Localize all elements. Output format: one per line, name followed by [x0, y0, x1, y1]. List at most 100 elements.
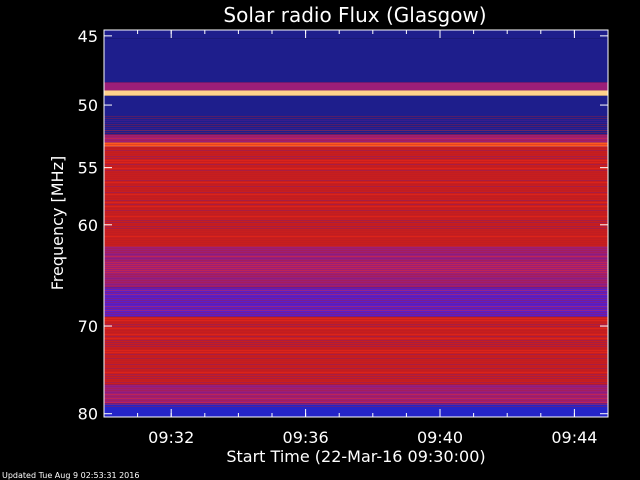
heatmap-texture	[104, 292, 608, 293]
heatmap-texture	[104, 192, 608, 193]
heatmap-texture	[104, 220, 608, 221]
heatmap-texture	[104, 374, 608, 375]
heatmap-texture	[104, 328, 608, 329]
heatmap-texture	[104, 150, 608, 151]
heatmap-texture	[104, 224, 608, 225]
heatmap-band	[104, 287, 608, 317]
heatmap-band	[104, 403, 608, 417]
update-timestamp: Updated Tue Aug 9 02:53:31 2016	[2, 471, 140, 480]
heatmap-texture	[104, 142, 608, 143]
heatmap-texture	[104, 370, 608, 371]
heatmap-texture	[104, 396, 608, 397]
heatmap-texture	[104, 360, 608, 361]
heatmap-texture	[104, 166, 608, 167]
heatmap-area	[104, 30, 608, 417]
heatmap-texture	[104, 358, 608, 359]
heatmap-texture	[104, 274, 608, 275]
heatmap-texture	[104, 204, 608, 205]
heatmap-texture	[104, 352, 608, 353]
heatmap-texture	[104, 258, 608, 259]
heatmap-band	[104, 142, 608, 148]
y-tick-label: 45	[78, 27, 98, 46]
heatmap-texture	[104, 284, 608, 285]
heatmap-texture	[104, 294, 608, 295]
heatmap-texture	[104, 270, 608, 271]
heatmap-texture	[104, 404, 608, 405]
heatmap-texture	[104, 306, 608, 307]
heatmap-texture	[104, 286, 608, 287]
heatmap-texture	[104, 378, 608, 379]
heatmap-texture	[104, 226, 608, 227]
heatmap-texture	[104, 400, 608, 401]
heatmap-band	[104, 147, 608, 247]
heatmap-texture	[104, 320, 608, 321]
heatmap-texture	[104, 330, 608, 331]
heatmap-texture	[104, 120, 608, 121]
heatmap-texture	[104, 174, 608, 175]
heatmap-texture	[104, 302, 608, 303]
heatmap-texture	[104, 362, 608, 363]
x-tick-label: 09:36	[283, 428, 329, 447]
heatmap-texture	[104, 298, 608, 299]
heatmap-texture	[104, 280, 608, 281]
heatmap-texture	[104, 350, 608, 351]
heatmap-texture	[104, 230, 608, 231]
heatmap-texture	[104, 244, 608, 245]
heatmap-texture	[104, 200, 608, 201]
heatmap-texture	[104, 160, 608, 161]
heatmap-texture	[104, 348, 608, 349]
heatmap-texture	[104, 136, 608, 137]
heatmap-texture	[104, 312, 608, 313]
heatmap-texture	[104, 314, 608, 315]
heatmap-texture	[104, 194, 608, 195]
heatmap-texture	[104, 128, 608, 129]
heatmap-texture	[104, 406, 608, 407]
y-tick-label: 50	[78, 96, 98, 115]
heatmap-texture	[104, 176, 608, 177]
heatmap-texture	[104, 138, 608, 139]
heatmap-texture	[104, 304, 608, 305]
heatmap-texture	[104, 156, 608, 157]
heatmap-band	[104, 38, 608, 83]
heatmap-texture	[104, 388, 608, 389]
heatmap-texture	[104, 256, 608, 257]
heatmap-texture	[104, 386, 608, 387]
heatmap-texture	[104, 146, 608, 147]
heatmap-texture	[104, 234, 608, 235]
heatmap-texture	[104, 334, 608, 335]
heatmap-texture	[104, 266, 608, 267]
heatmap-texture	[104, 250, 608, 251]
heatmap-texture	[104, 172, 608, 173]
heatmap-texture	[104, 206, 608, 207]
heatmap-texture	[104, 164, 608, 165]
heatmap-texture	[104, 342, 608, 343]
heatmap-texture	[104, 392, 608, 393]
heatmap-texture	[104, 218, 608, 219]
heatmap-texture	[104, 162, 608, 163]
heatmap-texture	[104, 186, 608, 187]
heatmap-texture	[104, 344, 608, 345]
heatmap-texture	[104, 384, 608, 385]
heatmap-texture	[104, 242, 608, 243]
heatmap-texture	[104, 264, 608, 265]
heatmap-texture	[104, 324, 608, 325]
y-tick-label: 55	[78, 159, 98, 178]
heatmap-texture	[104, 236, 608, 237]
heatmap-texture	[104, 368, 608, 369]
heatmap-texture	[104, 288, 608, 289]
x-axis-label: Start Time (22-Mar-16 09:30:00)	[226, 447, 485, 466]
heatmap-texture	[104, 332, 608, 333]
heatmap-texture	[104, 214, 608, 215]
heatmap-texture	[104, 254, 608, 255]
heatmap-texture	[104, 376, 608, 377]
y-tick-label: 60	[78, 216, 98, 235]
heatmap-texture	[104, 148, 608, 149]
heatmap-texture	[104, 216, 608, 217]
heatmap-texture	[104, 240, 608, 241]
heatmap-band	[104, 95, 608, 135]
heatmap-texture	[104, 122, 608, 123]
heatmap-texture	[104, 144, 608, 145]
heatmap-texture	[104, 300, 608, 301]
heatmap-texture	[104, 364, 608, 365]
